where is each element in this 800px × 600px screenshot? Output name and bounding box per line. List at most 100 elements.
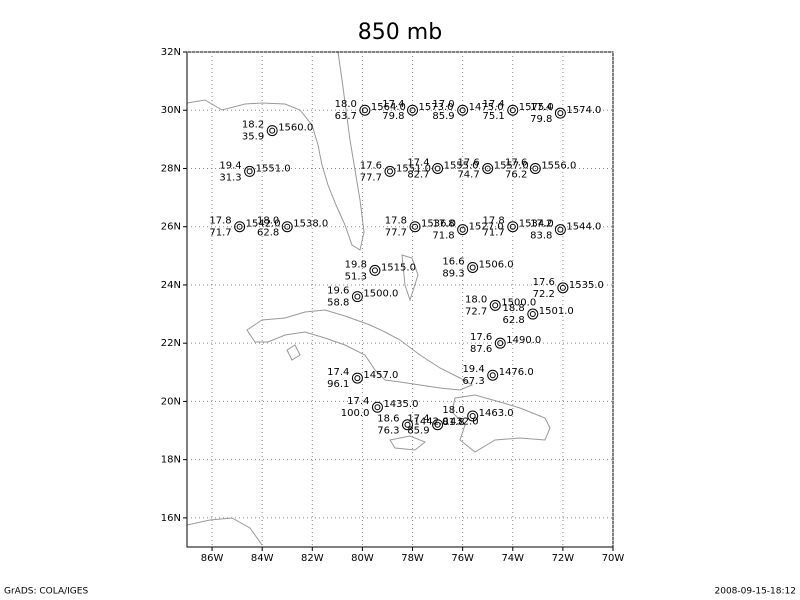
station-marker-inner — [532, 165, 539, 172]
station-dewpoint: 83.8 — [530, 231, 552, 242]
station-dewpoint: 89.3 — [442, 268, 464, 279]
station-temperature: 18.6 — [377, 414, 399, 425]
station-marker-inner — [484, 165, 491, 172]
station-temperature: 17.4 — [407, 414, 429, 425]
station-marker-inner — [284, 223, 291, 230]
station-dewpoint: 82.7 — [407, 169, 429, 180]
station-height: 1442.0 — [414, 417, 449, 428]
lat-tick-label: 30N — [161, 105, 181, 116]
station-height: 1573.0 — [419, 102, 454, 113]
station-marker — [507, 104, 519, 116]
station-height: 1490.0 — [506, 335, 541, 346]
lon-tick-label: 74W — [501, 553, 524, 564]
lat-tick-label: 18N — [161, 455, 181, 466]
station-dewpoint: 71.8 — [432, 231, 454, 242]
station-temperature: 17.8 — [432, 219, 454, 230]
lat-tick-label: 16N — [161, 513, 181, 524]
station-marker — [457, 104, 469, 116]
station-marker-inner — [371, 267, 378, 274]
footer-right: 2008-09-15-18:12 — [715, 587, 797, 597]
station-dewpoint: 96.1 — [327, 379, 349, 390]
station-marker-inner — [374, 404, 381, 411]
station-marker-inner — [492, 302, 499, 309]
station-dewpoint: 72.7 — [465, 306, 487, 317]
station-temperature: 18.0 — [442, 405, 464, 416]
station-marker — [409, 221, 421, 233]
station-marker-inner — [509, 223, 516, 230]
station-temperature: 18.0 — [335, 99, 357, 110]
station-marker-inner — [557, 226, 564, 233]
station-marker-inner — [469, 264, 476, 271]
station-dewpoint: 74.7 — [457, 169, 479, 180]
station-marker-inner — [354, 293, 361, 300]
lat-tick-label: 22N — [161, 338, 181, 349]
station-marker — [557, 282, 569, 294]
station-height: 1557.0 — [494, 160, 529, 171]
station-temperature: 17.4 — [407, 157, 429, 168]
station-marker-inner — [509, 107, 516, 114]
station-marker-inner — [559, 284, 566, 291]
station-dewpoint: 77.7 — [360, 172, 382, 183]
station-marker — [432, 419, 444, 431]
station-dewpoint: 35.9 — [242, 132, 264, 143]
lon-tick-label: 84W — [251, 553, 274, 564]
station-marker — [266, 125, 278, 137]
station-temperature: 17.8 — [385, 216, 407, 227]
station-height: 1500.0 — [501, 297, 536, 308]
lat-tick-label: 28N — [161, 163, 181, 174]
station-marker-inner — [361, 107, 368, 114]
lon-tick-label: 80W — [351, 553, 374, 564]
station-marker — [467, 410, 479, 422]
station-dewpoint: 63.7 — [335, 111, 357, 122]
station-temperature: 18.2 — [242, 120, 264, 131]
station-marker-inner — [386, 168, 393, 175]
station-height: 1476.0 — [499, 367, 534, 378]
station-temperature: 19.6 — [327, 286, 349, 297]
station-marker-inner — [459, 226, 466, 233]
station-dewpoint: 51.3 — [345, 271, 367, 282]
station-height: 1555.0 — [444, 160, 479, 171]
lon-tick-label: 70W — [602, 553, 625, 564]
coastline-cuba — [246, 309, 474, 391]
station-height: 1551.0 — [256, 163, 291, 174]
station-marker — [554, 224, 566, 236]
lat-tick-label: 20N — [161, 396, 181, 407]
map-title: 850 mb — [358, 20, 442, 45]
station-height: 1435.0 — [383, 399, 418, 410]
station-marker — [369, 264, 381, 276]
station-height: 1544.0 — [566, 222, 601, 233]
station-marker — [467, 261, 479, 273]
station-temperature: 19.8 — [345, 259, 367, 270]
station-height: 1501.0 — [539, 306, 574, 317]
station-height: 1574.0 — [566, 105, 601, 116]
station-marker — [281, 221, 293, 233]
station-dewpoint: 77.7 — [385, 228, 407, 239]
station-marker-inner — [529, 311, 536, 318]
footer-left: GrADS: COLA/IGES — [4, 587, 88, 597]
station-dewpoint: 62.8 — [503, 315, 525, 326]
station-temperature: 16.6 — [442, 256, 464, 267]
station-height: 1457.0 — [363, 370, 398, 381]
station-temperature: 18.8 — [503, 303, 525, 314]
station-height: 1538.0 — [293, 219, 328, 230]
station-marker-inner — [434, 165, 441, 172]
station-marker-inner — [404, 421, 411, 428]
station-temperature: 17.6 — [533, 277, 555, 288]
lat-tick-label: 24N — [161, 280, 181, 291]
station-temperature: 19.4 — [219, 160, 241, 171]
station-dewpoint: 67.3 — [462, 376, 484, 387]
station-marker — [371, 401, 383, 413]
station-dewpoint: 81.8 — [442, 417, 464, 428]
station-marker — [527, 308, 539, 320]
lat-tick-label: 26N — [161, 222, 181, 233]
lon-tick-label: 78W — [401, 553, 424, 564]
station-marker — [407, 104, 419, 116]
station-dewpoint: 72.2 — [533, 289, 555, 300]
station-marker — [402, 419, 414, 431]
station-dewpoint: 62.8 — [257, 228, 279, 239]
lon-tick-label: 86W — [201, 553, 224, 564]
station-temperature: 19.4 — [462, 364, 484, 375]
station-dewpoint: 71.7 — [209, 228, 231, 239]
